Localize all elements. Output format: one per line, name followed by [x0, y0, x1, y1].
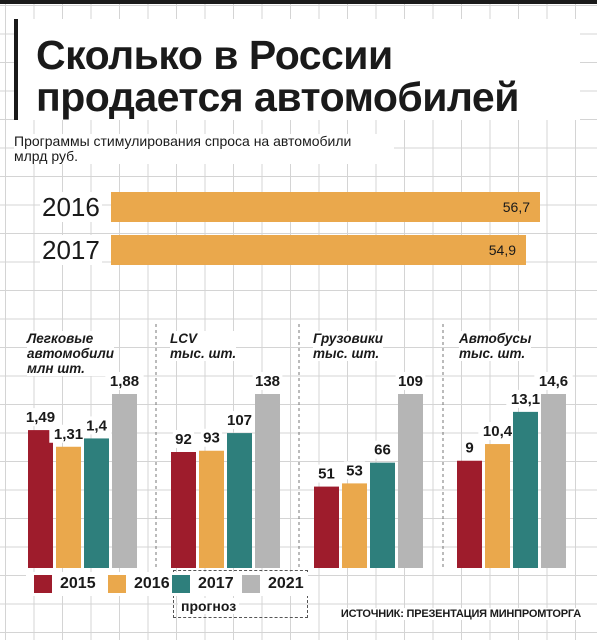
program-bar-2016: 56,7	[111, 192, 540, 222]
bar-lcv-2015	[171, 452, 196, 568]
data-label-bg	[463, 438, 476, 457]
data-label-bg	[371, 440, 394, 459]
data-label-bg	[343, 461, 366, 480]
data-label-bg	[506, 389, 545, 408]
panel-label-cars: Легковые автомобили млн шт.	[27, 331, 115, 376]
bar-trucks-2016	[342, 483, 367, 568]
data-label-lcv-2017: 107	[227, 412, 252, 429]
program-value-2017: 54,9	[488, 242, 516, 258]
bar-trucks-2021	[398, 394, 423, 568]
program-year-2017: 2017	[40, 235, 102, 265]
data-label-buses-2017: 13,1	[511, 391, 540, 408]
data-label-bg	[49, 424, 88, 443]
data-label-bg	[105, 372, 144, 390]
bar-trucks-2015	[314, 486, 339, 568]
panel-label-cars-line1: Легковые	[27, 331, 94, 346]
legend-swatch-2017	[172, 575, 190, 593]
data-label-cars-2015: 1,49	[26, 409, 55, 426]
data-label-bg	[478, 422, 517, 441]
data-label-lcv-2016: 93	[203, 430, 220, 447]
legend-item-2017: 2017	[172, 572, 234, 596]
bar-cars-2017	[84, 438, 109, 568]
legend-label-2017: 2017	[198, 575, 234, 592]
title-line-2: продается автомобилей	[36, 74, 519, 120]
data-label-cars-2016: 1,31	[54, 426, 83, 443]
legend-label-2015: 2015	[60, 575, 96, 592]
legend-swatch-2015	[34, 575, 52, 593]
data-label-trucks-2015: 51	[318, 466, 335, 483]
data-label-buses-2021: 14,6	[539, 373, 568, 390]
data-label-bg	[534, 372, 573, 390]
data-label-trucks-2021: 109	[398, 373, 423, 390]
subtitle-line-1: Программы стимулирования спроса на автом…	[14, 133, 352, 149]
bar-cars-2015	[28, 430, 53, 568]
panel-label-buses-unit: тыс. шт.	[459, 346, 526, 361]
data-label-buses-2015: 9	[465, 440, 473, 457]
program-value-2016: 56,7	[502, 199, 530, 215]
panel-label-lcv-line1: LCV	[170, 331, 197, 346]
bar-lcv-2021	[255, 394, 280, 568]
panel-label-lcv: LCV тыс. шт.	[170, 331, 237, 361]
title-line-1: Сколько в России	[36, 32, 393, 78]
subtitle-line-2: млрд руб.	[14, 148, 79, 164]
data-label-bg	[172, 430, 195, 448]
data-label-bg	[81, 416, 112, 435]
bar-buses-2017	[513, 411, 538, 568]
data-label-bg	[200, 428, 223, 447]
data-label-bg	[395, 372, 426, 390]
legend-item-2021: 2021	[242, 572, 304, 596]
data-label-bg	[315, 464, 338, 483]
panel-label-trucks-unit: тыс. шт.	[313, 346, 380, 361]
bar-cars-2016	[56, 446, 81, 568]
top-rule	[0, 0, 597, 4]
panel-label-buses: Автобусы тыс. шт.	[459, 331, 532, 361]
panel-label-trucks: Грузовики тыс. шт.	[313, 331, 383, 361]
panel-label-buses-line1: Автобусы	[459, 331, 532, 346]
legend: 2015 2016 2017 2021	[26, 572, 308, 596]
data-label-cars-2017: 1,4	[86, 417, 108, 434]
data-label-bg	[252, 372, 283, 390]
bar-lcv-2017	[227, 433, 252, 568]
program-year-2016: 2016	[40, 192, 102, 222]
title-box: Сколько в России продается автомобилей	[14, 19, 580, 120]
legend-label-2021: 2021	[268, 575, 304, 592]
panel-label-lcv-unit: тыс. шт.	[170, 346, 237, 361]
bar-lcv-2016	[199, 450, 224, 568]
data-label-lcv-2015: 92	[175, 431, 192, 448]
bar-cars-2021	[112, 394, 137, 568]
data-label-trucks-2016: 53	[346, 462, 363, 479]
legend-item-2015: 2015	[34, 572, 96, 596]
legend-item-2016: 2016	[108, 572, 170, 596]
data-label-bg	[224, 411, 255, 430]
bar-trucks-2017	[370, 462, 395, 568]
legend-swatch-2016	[108, 575, 126, 593]
program-bar-2017: 54,9	[111, 235, 526, 265]
bar-buses-2016	[485, 444, 510, 568]
data-label-buses-2016: 10,4	[483, 423, 513, 440]
bar-buses-2015	[457, 460, 482, 568]
legend-swatch-2021	[242, 575, 260, 593]
forecast-label: прогноз	[178, 598, 240, 614]
bar-buses-2021	[541, 394, 566, 568]
panel-label-cars-line2: автомобили	[27, 346, 115, 361]
source-note: ИСТОЧНИК: ПРЕЗЕНТАЦИЯ МИНПРОМТОРГА	[338, 608, 583, 620]
panel-label-cars-unit: млн шт.	[27, 361, 85, 376]
legend-label-2016: 2016	[134, 575, 170, 592]
data-label-trucks-2017: 66	[374, 442, 391, 459]
data-label-cars-2021: 1,88	[110, 373, 139, 390]
data-label-lcv-2021: 138	[255, 373, 280, 390]
subtitle: Программы стимулирования спроса на автом…	[14, 134, 394, 164]
panel-label-trucks-line1: Грузовики	[313, 331, 383, 346]
data-label-bg	[21, 408, 60, 427]
